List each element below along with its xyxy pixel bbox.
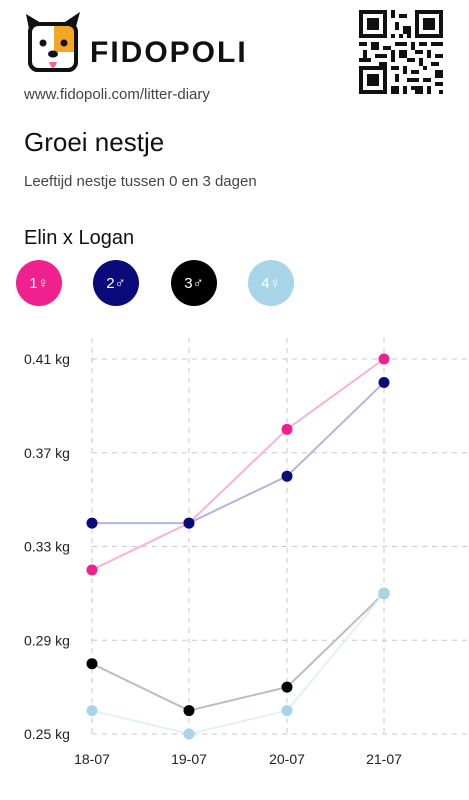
data-point-series-2 [281, 470, 293, 482]
pup-selector: 1♀ 2♂ 3♂ 4♀ [16, 260, 456, 306]
data-point-series-3 [281, 681, 293, 693]
data-point-series-2 [86, 517, 98, 529]
y-tick-label: 0.25 kg [24, 726, 70, 742]
growth-chart-svg: 0.25 kg 0.29 kg 0.33 kg 0.37 kg 0.41 kg 18-07… [24, 338, 469, 767]
x-tick-label: 18-07 [74, 751, 110, 767]
series-line-2 [92, 381, 385, 525]
y-tick-label: 0.33 kg [24, 539, 70, 555]
pup-badge-3[interactable]: 3♂ [171, 260, 217, 306]
page-title: Groei nestje [24, 127, 165, 157]
data-point-series-4 [281, 705, 293, 717]
pup-badge-2[interactable]: 2♂ [93, 260, 139, 306]
data-point-series-2 [378, 376, 390, 388]
data-point-series-4 [183, 728, 195, 740]
header: FIDOPOLI www.fidopoli.com/litter-diary [24, 10, 445, 110]
data-point-series-1 [281, 423, 293, 435]
series-line-3 [91, 592, 385, 712]
y-tick-label: 0.29 kg [24, 632, 70, 648]
y-tick-label: 0.41 kg [24, 351, 70, 367]
series-line-1 [91, 358, 385, 571]
y-tick-label: 0.37 kg [24, 445, 70, 461]
page-subtitle: Leeftijd nestje tussen 0 en 3 dagen [24, 173, 257, 190]
x-tick-label: 21-07 [366, 751, 402, 767]
data-point-series-4 [86, 705, 98, 717]
data-point-series-3 [86, 658, 98, 670]
growth-chart: 0.25 kg 0.29 kg 0.33 kg 0.37 kg 0.41 kg 18-07… [0, 330, 469, 780]
data-point-series-4 [378, 587, 390, 599]
qr-code-icon [359, 10, 443, 94]
pup-badge-4[interactable]: 4♀ [248, 260, 294, 306]
brand-url[interactable]: www.fidopoli.com/litter-diary [24, 86, 210, 103]
brand-name: FIDOPOLI [90, 36, 248, 69]
x-tick-label: 20-07 [269, 751, 305, 767]
x-tick-label: 19-07 [171, 751, 207, 767]
data-point-series-2 [183, 517, 195, 529]
data-point-series-3 [183, 705, 195, 717]
pup-badge-1[interactable]: 1♀ [16, 260, 62, 306]
litter-name: Elin x Logan [24, 227, 135, 249]
data-point-series-1 [86, 564, 98, 576]
dog-logo-icon [24, 12, 84, 88]
data-point-series-1 [378, 353, 390, 365]
series-line-4 [91, 592, 385, 736]
